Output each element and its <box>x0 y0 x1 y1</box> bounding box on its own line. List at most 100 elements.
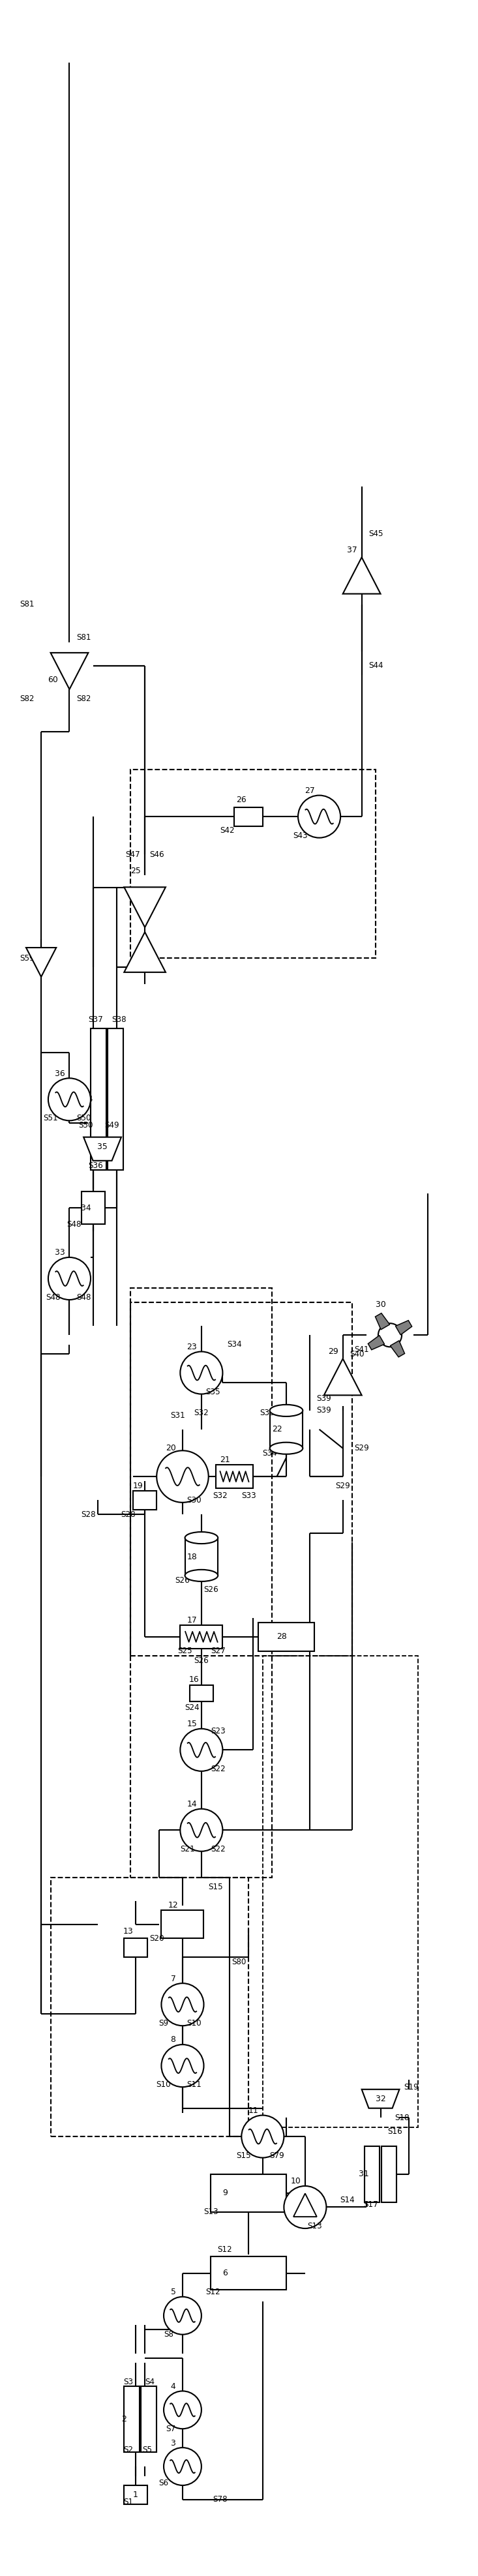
Text: 29: 29 <box>328 1347 338 1355</box>
Text: S29: S29 <box>354 1445 369 1453</box>
Ellipse shape <box>185 1569 218 1582</box>
Bar <box>124 2486 147 2504</box>
Circle shape <box>48 1257 91 1301</box>
Polygon shape <box>84 1136 121 1162</box>
Text: 18: 18 <box>187 1553 197 1561</box>
Text: S33: S33 <box>241 1492 256 1499</box>
Text: 13: 13 <box>123 1927 133 1935</box>
Text: S34: S34 <box>227 1340 242 1350</box>
Bar <box>124 1940 147 1958</box>
Bar <box>262 1656 418 2128</box>
Text: S50: S50 <box>76 1113 91 1123</box>
Bar <box>141 2385 156 2452</box>
Bar <box>234 806 262 827</box>
Text: S50: S50 <box>78 1121 93 1131</box>
Polygon shape <box>361 2089 399 2107</box>
Bar <box>161 1911 204 1940</box>
Text: 6: 6 <box>222 2269 228 2277</box>
Text: S80: S80 <box>232 1958 246 1965</box>
Text: S15: S15 <box>208 1883 223 1891</box>
Bar <box>180 1625 223 1649</box>
Polygon shape <box>51 652 88 690</box>
Text: S82: S82 <box>76 696 91 703</box>
Bar <box>258 1623 315 1651</box>
Bar <box>130 770 376 958</box>
Text: S4: S4 <box>145 2378 154 2385</box>
Text: S51: S51 <box>43 1113 58 1123</box>
Ellipse shape <box>270 1443 303 1455</box>
Text: 34: 34 <box>81 1203 91 1213</box>
Text: S34: S34 <box>262 1448 277 1458</box>
Text: S33: S33 <box>260 1409 275 1417</box>
Text: 35: 35 <box>97 1141 108 1151</box>
Text: S45: S45 <box>368 531 383 538</box>
Text: S22: S22 <box>210 1765 225 1772</box>
Text: S32: S32 <box>213 1492 228 1499</box>
Ellipse shape <box>270 1404 303 1417</box>
Text: S8: S8 <box>163 2331 173 2339</box>
Ellipse shape <box>185 1533 218 1543</box>
Text: S7: S7 <box>166 2424 175 2432</box>
Text: S22: S22 <box>210 1844 225 1852</box>
Text: 2: 2 <box>121 2416 126 2424</box>
Text: 16: 16 <box>189 1674 199 1685</box>
Text: S43: S43 <box>293 832 308 840</box>
Text: S26: S26 <box>203 1584 218 1595</box>
Bar <box>133 1492 157 1510</box>
Text: S30: S30 <box>187 1497 202 1504</box>
Circle shape <box>378 1324 402 1347</box>
Text: S10: S10 <box>156 2081 171 2089</box>
Circle shape <box>241 2115 284 2159</box>
Text: S48: S48 <box>67 1221 81 1229</box>
Text: S59: S59 <box>20 953 34 963</box>
Text: S12: S12 <box>217 2246 232 2254</box>
Text: 22: 22 <box>272 1425 282 1435</box>
Text: S81: S81 <box>76 634 91 641</box>
Text: S11: S11 <box>187 2081 202 2089</box>
Text: S25: S25 <box>177 1646 192 1656</box>
Text: S48: S48 <box>76 1293 91 1301</box>
Text: 24: 24 <box>83 1095 93 1103</box>
Text: S31: S31 <box>170 1412 185 1419</box>
Text: S21: S21 <box>180 1844 195 1852</box>
Text: S49: S49 <box>104 1121 119 1131</box>
Text: S48: S48 <box>45 1293 60 1301</box>
Text: 7: 7 <box>171 1973 175 1984</box>
Text: S12: S12 <box>206 2287 220 2295</box>
Text: S44: S44 <box>368 662 383 670</box>
Text: S81: S81 <box>20 600 34 608</box>
Bar <box>190 1685 213 1703</box>
Bar <box>51 1878 249 2136</box>
Text: S38: S38 <box>111 1015 126 1023</box>
Text: 8: 8 <box>171 2035 175 2045</box>
Bar <box>81 1190 105 1224</box>
Text: 9: 9 <box>222 2190 228 2197</box>
Text: S42: S42 <box>220 827 235 835</box>
Text: S15: S15 <box>236 2151 251 2159</box>
Circle shape <box>161 1984 204 2025</box>
Text: S3: S3 <box>123 2378 133 2385</box>
Circle shape <box>157 1450 208 1502</box>
Text: 30: 30 <box>375 1301 385 1309</box>
Text: S26: S26 <box>194 1656 209 1664</box>
Text: 23: 23 <box>187 1342 197 1352</box>
Text: S2: S2 <box>123 2445 133 2455</box>
Text: 25: 25 <box>130 866 141 876</box>
Text: S18: S18 <box>394 2112 409 2123</box>
Text: 12: 12 <box>168 1901 178 1909</box>
Text: S13: S13 <box>203 2208 218 2215</box>
Circle shape <box>163 2391 201 2429</box>
Bar <box>211 2257 286 2290</box>
Text: S41: S41 <box>354 1345 369 1352</box>
Text: S46: S46 <box>149 850 164 858</box>
Text: S32: S32 <box>194 1409 209 1417</box>
Text: S9: S9 <box>159 2020 169 2027</box>
Text: 32: 32 <box>375 2094 385 2102</box>
Text: S47: S47 <box>126 850 141 858</box>
Text: 14: 14 <box>187 1801 197 1808</box>
Text: S29: S29 <box>335 1481 350 1492</box>
Bar <box>270 1412 303 1448</box>
Text: S1: S1 <box>123 2499 133 2506</box>
Text: 5: 5 <box>171 2287 175 2295</box>
Text: S26: S26 <box>175 1577 190 1584</box>
